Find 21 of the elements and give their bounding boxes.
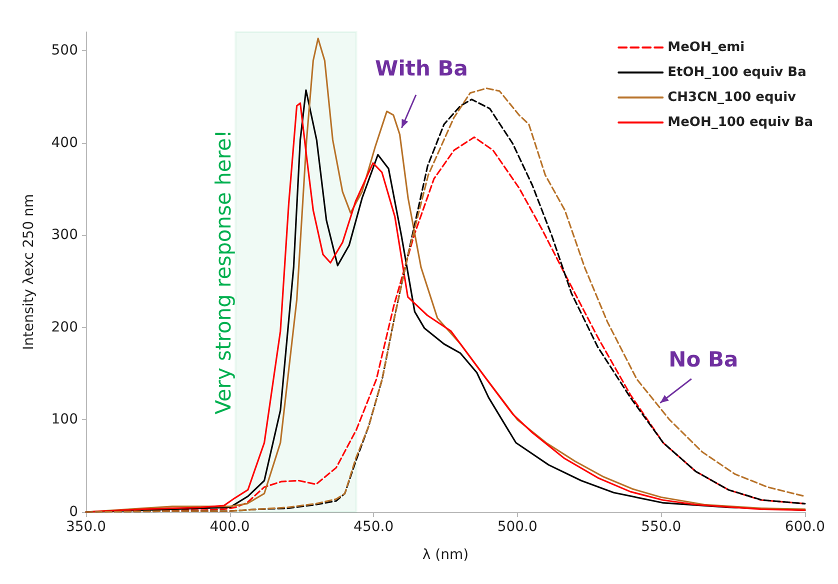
y-tick-label: 400 xyxy=(51,134,78,151)
y-tick-label: 500 xyxy=(51,42,78,58)
y-tick-label: 300 xyxy=(51,227,78,244)
y-axis-title: Intensity λexc 250 nm xyxy=(21,194,37,350)
legend-label: CH3CN_100 equiv xyxy=(668,90,797,105)
y-tick-label: 100 xyxy=(51,412,78,428)
annotation: With Ba xyxy=(375,56,468,80)
x-tick-label: 400.0 xyxy=(210,519,250,535)
legend-label: EtOH_100 equiv Ba xyxy=(668,65,806,80)
legend-label: MeOH_100 equiv Ba xyxy=(668,115,814,130)
x-tick-label: 350.0 xyxy=(66,519,106,535)
x-tick-label: 550.0 xyxy=(641,519,682,535)
y-tick-label: 0 xyxy=(69,504,78,520)
x-tick-label: 500.0 xyxy=(497,519,538,535)
y-tick-label: 200 xyxy=(51,319,78,336)
legend-label: MeOH_emi xyxy=(668,40,745,55)
x-axis-title: λ (nm) xyxy=(422,547,469,563)
annotation: No Ba xyxy=(668,348,738,372)
band-label: Very strong response here! xyxy=(212,130,236,414)
x-tick-label: 450.0 xyxy=(354,519,394,535)
x-tick-label: 600.0 xyxy=(784,519,826,535)
